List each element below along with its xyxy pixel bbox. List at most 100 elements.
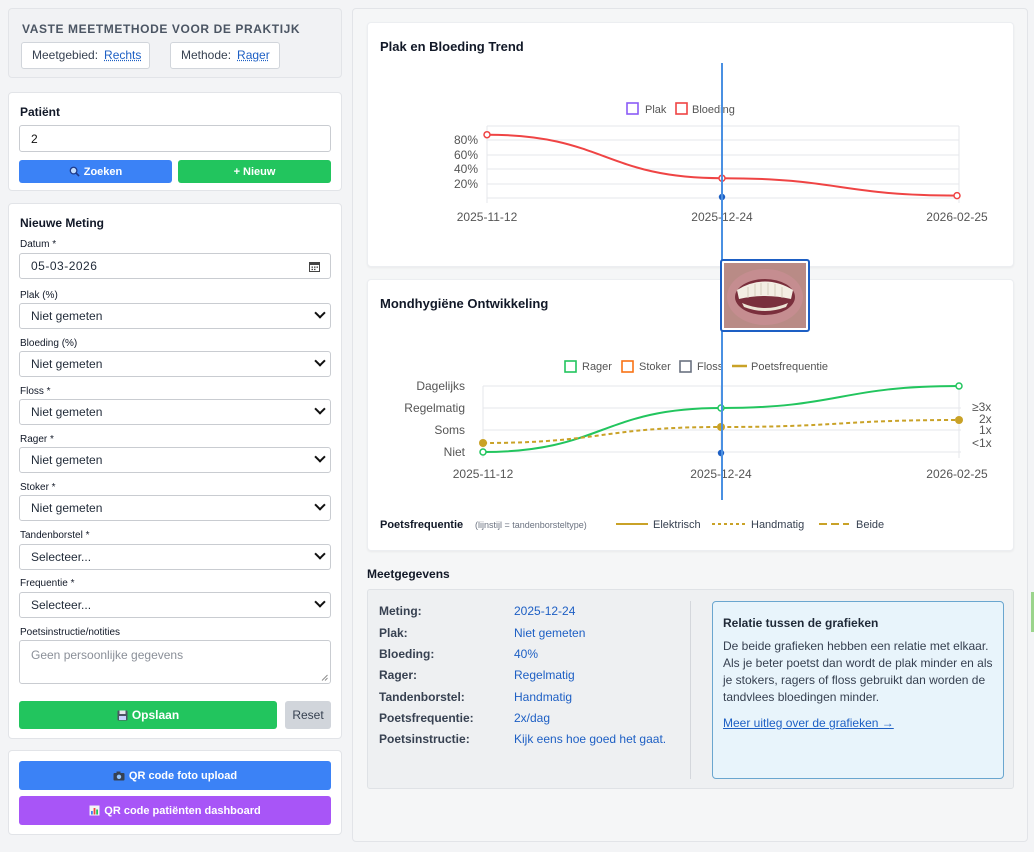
relatie-text: De beide grafieken hebben een relatie me… [723, 639, 993, 704]
point-poetsfrequentie-2[interactable] [955, 416, 963, 424]
footer-beide: Beide [856, 519, 884, 531]
notities-label: Poetsinstructie/notities [20, 627, 121, 638]
floss-select-value: Niet gemeten [31, 405, 103, 419]
floss-select[interactable]: Niet gemeten [19, 399, 331, 425]
tandenborstel-label: Tandenborstel * [20, 530, 90, 541]
frequentie-select[interactable]: Selecteer... [19, 592, 331, 618]
chevron-down-icon [314, 355, 326, 367]
row-poetsfrequentie-key: Poetsfrequentie: [379, 711, 474, 725]
tandenborstel-select[interactable]: Selecteer... [19, 544, 331, 570]
chevron-down-icon [314, 307, 326, 319]
chevron-down-icon [314, 548, 326, 560]
legend-rager-swatch[interactable] [564, 360, 577, 373]
legend-rager[interactable]: Rager [582, 361, 612, 373]
scroll-indicator[interactable] [1031, 592, 1034, 632]
meetgebied-chip[interactable]: Meetgebied: Rechts [21, 42, 150, 69]
plak-select[interactable]: Niet gemeten [19, 303, 331, 329]
methode-value[interactable]: Rager [237, 48, 270, 62]
legend-plak[interactable]: Plak [645, 104, 667, 116]
y2-tick-lt1x: <1x [972, 436, 992, 450]
row-rager-value: Regelmatig [514, 668, 575, 682]
point-poetsfrequentie-0[interactable] [479, 439, 487, 447]
patient-input[interactable]: 2 [19, 125, 331, 152]
datum-input[interactable]: 05-03-2026 [19, 253, 331, 279]
reset-label: Reset [292, 708, 324, 722]
methode-chip[interactable]: Methode: Rager [170, 42, 280, 69]
y-tick-regelmatig: Regelmatig [404, 401, 465, 415]
y-tick-soms: Soms [434, 423, 465, 437]
row-tandenborstel-value: Handmatig [514, 690, 573, 704]
meetgebied-label: Meetgebied: [32, 48, 99, 62]
divider [690, 601, 691, 779]
camera-icon [113, 771, 125, 780]
meting-title: Nieuwe Meting [20, 216, 105, 230]
legend-poetsfrequentie[interactable]: Poetsfrequentie [751, 361, 828, 373]
meetgebied-value[interactable]: Rechts [104, 48, 142, 62]
calendar-icon[interactable] [309, 261, 320, 272]
y2-tick-2x: 2x [979, 412, 992, 426]
rager-select[interactable]: Niet gemeten [19, 447, 331, 473]
point-rager-0[interactable] [479, 448, 487, 456]
notities-textarea[interactable]: Geen persoonlijke gegevens [19, 640, 331, 684]
legend-stoker[interactable]: Stoker [639, 361, 671, 373]
row-rager-key: Rager: [379, 668, 418, 682]
row-poetsinstructie-key: Poetsinstructie: [379, 732, 470, 746]
bloeding-select[interactable]: Niet gemeten [19, 351, 331, 377]
legend-bloeding-swatch[interactable] [675, 102, 688, 115]
legend-stoker-swatch[interactable] [621, 360, 634, 373]
qr-panel: QR code foto upload QR code patiënten da… [8, 750, 342, 835]
chevron-down-icon [314, 451, 326, 463]
plak-bloeding-chart: Plak Bloeding 80% 60% 40% 20% 2025-11-12… [454, 102, 988, 224]
floppy-disk-icon [117, 710, 128, 720]
row-plak-value: Niet gemeten [514, 626, 586, 640]
relatie-link[interactable]: Meer uitleg over de grafieken → [723, 716, 894, 730]
reset-button[interactable]: Reset [285, 701, 331, 729]
photo-thumbnail[interactable] [720, 259, 810, 332]
methode-label: Methode: [181, 48, 232, 62]
method-panel: VASTE MEETMETHODE VOOR DE PRAKTIJK Meetg… [8, 8, 342, 78]
y2-tick-3x: ≥3x [972, 400, 991, 414]
chart1-grid [486, 125, 960, 203]
x-tick-3: 2026-02-25 [926, 210, 988, 224]
relatie-title: Relatie tussen de grafieken [723, 616, 879, 630]
row-poetsinstructie-value: Kijk eens hoe goed het gaat. [514, 732, 667, 746]
chart1-title: Plak en Bloeding Trend [380, 39, 524, 54]
legend-plak-swatch[interactable] [626, 102, 639, 115]
qr-dashboard-button[interactable]: QR code patiënten dashboard [19, 796, 331, 825]
chart1-yaxis: 80% 60% 40% 20% [454, 133, 478, 191]
resize-handle-icon[interactable] [321, 674, 328, 681]
footer-title: Poetsfrequentie [380, 519, 463, 531]
meetgegevens-title: Meetgegevens [367, 567, 450, 581]
y-tick-20: 20% [454, 177, 478, 191]
chevron-down-icon [314, 499, 326, 511]
row-poetsfrequentie-value: 2x/dag [514, 711, 551, 725]
y2-tick-1x: 1x [979, 423, 992, 437]
save-button[interactable]: Opslaan [19, 701, 277, 729]
plak-bloeding-card: Plak en Bloeding Trend Plak Bloeding 80%… [367, 22, 1014, 267]
y-tick-40: 40% [454, 162, 478, 176]
stoker-select[interactable]: Niet gemeten [19, 495, 331, 521]
patient-title: Patiënt [20, 105, 61, 119]
new-patient-label: + Nieuw [233, 165, 276, 178]
footer-note: (lijnstijl = tandenborsteltype) [475, 520, 587, 530]
meetgegevens-box: Meting: 2025-12-24 Plak: Niet gemeten Bloe… [367, 589, 1014, 789]
legend-floss-swatch[interactable] [679, 360, 692, 373]
plak-select-value: Niet gemeten [31, 309, 103, 323]
notities-placeholder: Geen persoonlijke gegevens [31, 648, 184, 662]
qr-upload-button[interactable]: QR code foto upload [19, 761, 331, 790]
point-rager-2[interactable] [955, 382, 963, 390]
x-tick-1: 2025-11-12 [457, 210, 518, 224]
chevron-down-icon [314, 403, 326, 415]
legend-bloeding[interactable]: Bloeding [692, 104, 735, 116]
rager-select-value: Niet gemeten [31, 453, 103, 467]
new-patient-button[interactable]: + Nieuw [178, 160, 331, 183]
legend-floss[interactable]: Floss [697, 361, 724, 373]
datum-value: 05-03-2026 [31, 259, 98, 273]
point-bloeding-2[interactable] [953, 191, 961, 200]
search-button[interactable]: Zoeken [19, 160, 172, 183]
footer-handmatig: Handmatig [751, 519, 804, 531]
y-tick-dagelijks: Dagelijks [416, 379, 465, 393]
save-label: Opslaan [131, 708, 180, 722]
point-bloeding-0[interactable] [483, 130, 491, 139]
frequentie-select-value: Selecteer... [31, 598, 92, 612]
